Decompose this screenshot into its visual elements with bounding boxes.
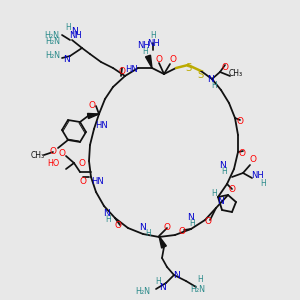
Text: H: H: [142, 47, 148, 56]
Text: H₂N: H₂N: [44, 31, 59, 40]
Text: H: H: [197, 275, 203, 284]
Text: CH₃: CH₃: [229, 70, 243, 79]
Text: H: H: [211, 190, 217, 199]
Text: O: O: [236, 118, 244, 127]
Text: S: S: [198, 70, 204, 80]
Text: H: H: [150, 32, 156, 40]
Text: N: N: [139, 224, 145, 232]
Text: CH₃: CH₃: [31, 151, 45, 160]
Text: NH: NH: [70, 31, 83, 40]
Polygon shape: [88, 113, 99, 119]
Text: HN: HN: [96, 122, 108, 130]
Text: H: H: [145, 230, 151, 238]
Text: H₂N: H₂N: [135, 286, 150, 296]
Text: O: O: [169, 55, 176, 64]
Text: H: H: [65, 23, 71, 32]
Text: O: O: [58, 148, 65, 158]
Text: O: O: [164, 224, 170, 232]
Text: NH: NH: [147, 38, 159, 47]
Text: H: H: [260, 178, 266, 188]
Text: H: H: [105, 215, 111, 224]
Text: H: H: [189, 220, 195, 229]
Text: N: N: [219, 161, 225, 170]
Text: O: O: [155, 56, 163, 64]
Text: O: O: [118, 68, 125, 76]
Text: N: N: [207, 74, 213, 83]
Text: O: O: [178, 226, 185, 236]
Text: NH: NH: [252, 172, 264, 181]
Polygon shape: [146, 55, 152, 68]
Text: O: O: [80, 176, 86, 185]
Text: HN: HN: [91, 178, 103, 187]
Text: N: N: [187, 214, 194, 223]
Text: O: O: [250, 155, 256, 164]
Polygon shape: [159, 236, 166, 248]
Text: S: S: [185, 63, 191, 73]
Text: H₂N: H₂N: [190, 284, 206, 293]
Text: O: O: [238, 148, 245, 158]
Text: O: O: [88, 101, 95, 110]
Text: H: H: [155, 278, 161, 286]
Text: N: N: [103, 209, 110, 218]
Text: H: H: [221, 167, 227, 176]
Text: O: O: [50, 148, 56, 157]
Text: HO: HO: [48, 158, 60, 167]
Text: N: N: [172, 271, 179, 280]
Text: O: O: [205, 218, 212, 226]
Text: O: O: [229, 185, 236, 194]
Text: H₂N: H₂N: [45, 50, 60, 59]
Text: N: N: [159, 283, 165, 292]
Text: N: N: [217, 197, 224, 206]
Text: HN: HN: [126, 65, 138, 74]
Text: O: O: [115, 221, 122, 230]
Text: O: O: [79, 158, 86, 167]
Text: H₂N: H₂N: [45, 38, 60, 46]
Text: O: O: [221, 62, 229, 71]
Text: NH: NH: [136, 40, 149, 50]
Text: N: N: [70, 28, 77, 37]
Text: H: H: [211, 80, 217, 89]
Text: N: N: [63, 56, 69, 64]
